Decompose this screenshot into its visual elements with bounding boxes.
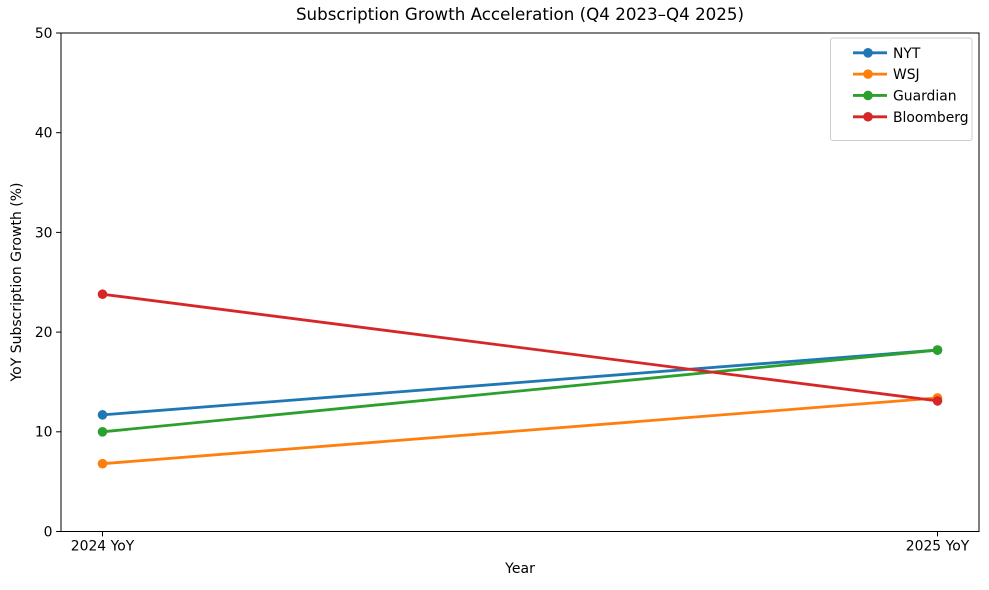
y-tick-label: 30 — [35, 225, 53, 241]
x-tick-label: 2024 YoY — [71, 538, 135, 554]
series-line-guardian — [102, 348, 938, 434]
legend-label-wsj: WSJ — [893, 67, 920, 83]
y-tick-label: 40 — [35, 126, 53, 142]
series-marker-bloomberg — [932, 396, 943, 406]
x-tick-label: 2025 YoY — [906, 538, 970, 554]
y-tick-label: 0 — [44, 524, 53, 540]
x-axis-label: Year — [505, 561, 535, 577]
legend-sample-marker-bloomberg — [863, 111, 873, 122]
legend-sample-marker-wsj — [863, 69, 873, 79]
legend-label-guardian: Guardian — [893, 88, 957, 104]
series-marker-nyt — [97, 410, 108, 420]
y-axis-label: YoY Subscription Growth (%) — [9, 182, 25, 382]
y-tick-label: 10 — [35, 425, 53, 441]
series-marker-guardian — [932, 345, 943, 355]
legend-label-nyt: NYT — [893, 46, 921, 62]
series-line-bloomberg — [102, 292, 938, 403]
axes-frame — [60, 32, 980, 532]
series-line-wsj — [102, 396, 938, 466]
series-marker-wsj — [97, 458, 108, 469]
series-marker-guardian — [97, 427, 108, 437]
series-line-nyt — [102, 348, 938, 417]
chart-title: Subscription Growth Acceleration (Q4 202… — [295, 4, 745, 24]
series-marker-bloomberg — [97, 289, 108, 300]
y-tick-label: 20 — [35, 325, 53, 341]
legend-sample-marker-nyt — [863, 48, 873, 58]
legend-label-bloomberg: Bloomberg — [893, 110, 969, 126]
y-tick-label: 50 — [35, 26, 53, 42]
legend-sample-marker-guardian — [863, 90, 873, 101]
